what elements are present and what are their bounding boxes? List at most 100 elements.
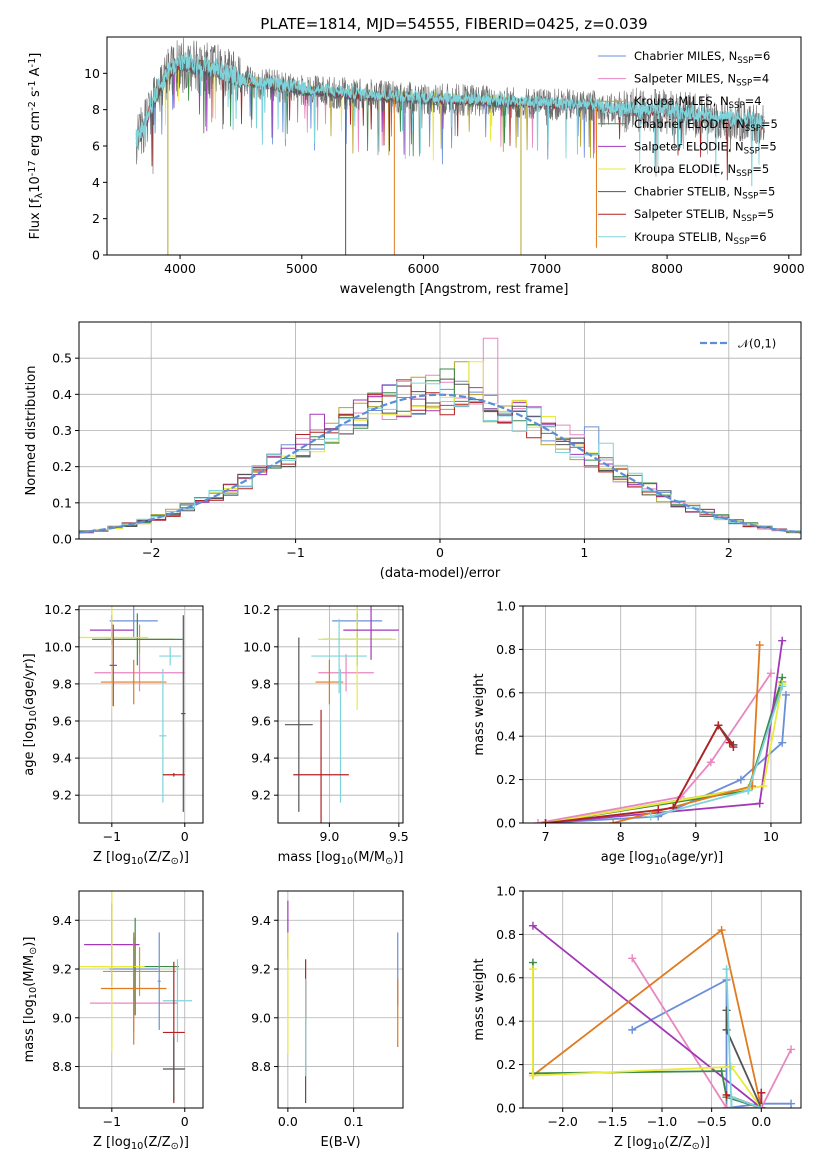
y-tick-label: 0.0	[496, 816, 516, 831]
legend-entry: Salpeter STELIB, NSSP=5	[634, 207, 774, 224]
y-tick-label: 6	[92, 139, 100, 154]
spectrum-axes: 4000 5000 6000 7000 8000 9000 0 2 4 6 8 10 wavelengt…	[27, 15, 805, 297]
x-tick-label: 10	[763, 829, 779, 844]
spectrum-plot	[135, 37, 765, 255]
x-tick-label: 7	[542, 829, 550, 844]
mass-weight-line	[545, 677, 784, 823]
x-tick-label: 2	[725, 545, 733, 560]
age_vs_Z-axes: −1 0 9.2 9.4 9.6 9.8 10.0 10.2 Z [log10(Z/Z⊙)] ag…	[22, 602, 204, 867]
legend-entry: Kroupa STELIB, NSSP=6	[634, 230, 767, 247]
x-tick-label: 0	[181, 829, 189, 844]
legend-entry: Kroupa MILES, NSSP=4	[634, 94, 762, 111]
mass-weight-line	[631, 978, 792, 1108]
y-tick-label: 10.0	[243, 639, 271, 654]
y-tick-label: 2	[92, 211, 100, 226]
y-tick-label: 0.0	[496, 1101, 516, 1116]
y-tick-label: 1.0	[496, 884, 516, 899]
x-tick-label: −0.5	[696, 1114, 726, 1129]
mass-weight-marker	[717, 1067, 726, 1076]
x-axis-label: mass [log10(M/M⊙)]	[278, 850, 404, 867]
y-tick-label: 0.2	[496, 1057, 516, 1072]
residuals-plot	[79, 337, 801, 539]
y-tick-label: 10.0	[44, 639, 72, 654]
x-tick-label: 8000	[651, 261, 683, 276]
y-tick-label: 9.4	[52, 751, 72, 766]
mass-weight-marker	[778, 682, 787, 691]
y-axis-label: Flux [fλ10-17 erg cm-2 s-1 A-1]	[27, 53, 45, 240]
mass-weight-marker	[736, 775, 745, 784]
y-tick-label: 1.0	[496, 599, 516, 614]
y-tick-label: 8.8	[251, 1059, 271, 1074]
mass-weight-marker	[787, 1099, 796, 1108]
y-tick-label: 9.6	[251, 713, 271, 728]
mass-weight-marker	[787, 1045, 796, 1054]
mass-weight-marker	[722, 1090, 731, 1099]
x-axis-label: Z [log10(Z/Z⊙)]	[93, 850, 189, 867]
y-tick-label: 9.8	[251, 676, 271, 691]
mass-weight-line	[537, 672, 772, 823]
x-tick-label: −1	[103, 829, 121, 844]
x-tick-label: 5000	[286, 261, 318, 276]
mass-weight-marker	[528, 1071, 537, 1080]
y-axis-label: mass [log10(M/M⊙)]	[22, 937, 39, 1063]
mass_vs_ebv-plot	[287, 900, 399, 1104]
x-tick-label: 9.0	[319, 829, 339, 844]
y-tick-label: 0.2	[496, 772, 516, 787]
chart-title: PLATE=1814, MJD=54555, FIBERID=0425, z=0…	[260, 15, 647, 33]
mass-weight-marker	[755, 641, 764, 650]
mass-weight-marker	[717, 926, 726, 935]
mass-weight-marker	[628, 1025, 637, 1034]
mass-weight-marker	[727, 1062, 736, 1071]
x-tick-label: −1.5	[597, 1114, 627, 1129]
mass-weight-marker	[766, 669, 775, 678]
y-tick-label: 0.8	[496, 927, 516, 942]
y-tick-label: 9.6	[52, 713, 72, 728]
mass-weight-marker	[706, 758, 715, 767]
y-tick-label: 0.4	[52, 387, 72, 402]
legend-entry: Chabrier STELIB, NSSP=5	[634, 185, 775, 202]
mass-weight-marker	[778, 636, 787, 645]
mass-weight-line	[631, 957, 792, 1108]
legend-entry: Salpeter MILES, NSSP=4	[634, 72, 769, 89]
y-axis-label: Normed distribution	[24, 366, 39, 496]
legend: 𝒩(0,1)	[700, 337, 776, 351]
x-axis-label: E(B-V)	[320, 1135, 360, 1150]
mass-weight-marker	[722, 965, 731, 974]
x-tick-label: −1	[286, 545, 304, 560]
x-tick-label: 0.0	[751, 1114, 771, 1129]
y-tick-label: 0.3	[52, 423, 72, 438]
y-tick-label: 10.2	[44, 602, 72, 617]
age_vs_mass-axes: 9.0 9.5 9.2 9.4 9.6 9.8 10.0 10.2 mass [log10(M/…	[243, 602, 409, 867]
mass_weight_vs_age-plot	[534, 636, 790, 823]
y-tick-label: 9.2	[251, 788, 271, 803]
y-tick-label: 0.1	[52, 495, 72, 510]
mass-weight-marker	[778, 738, 787, 747]
mass-weight-marker	[727, 1093, 736, 1102]
y-axis-label: age [log10(age/yr)]	[22, 653, 39, 776]
y-axis-label: mass weight	[472, 958, 487, 1040]
y-tick-label: 8.8	[52, 1059, 72, 1074]
x-tick-label: 9.5	[389, 829, 409, 844]
y-axis-label: mass weight	[472, 673, 487, 755]
x-tick-label: −2	[142, 545, 160, 560]
mass-weight-marker	[725, 738, 734, 747]
y-tick-label: 0.0	[52, 532, 72, 547]
mass-weight-line	[612, 645, 761, 823]
legend-entry: Chabrier MILES, NSSP=6	[634, 49, 770, 66]
y-tick-label: 0	[92, 248, 100, 263]
mass-weight-marker	[729, 743, 738, 752]
x-tick-label: −1.0	[647, 1114, 677, 1129]
mass-weight-marker	[757, 1088, 766, 1097]
y-tick-label: 9.2	[52, 962, 72, 977]
legend-entry: Kroupa ELODIE, NSSP=5	[634, 162, 769, 179]
y-tick-label: 0.8	[496, 642, 516, 657]
x-tick-label: 0.1	[344, 1114, 364, 1129]
x-tick-label: 1	[580, 545, 588, 560]
mass-weight-marker	[727, 1104, 736, 1108]
y-tick-label: 9.4	[52, 913, 72, 928]
x-tick-label: 0	[181, 1114, 189, 1129]
mass_vs_ebv-axes: 0.0 0.1 8.8 9.0 9.2 9.4 E(B-V)	[251, 890, 404, 1150]
y-tick-label: 0.6	[496, 970, 516, 985]
y-tick-label: 10	[84, 66, 100, 81]
